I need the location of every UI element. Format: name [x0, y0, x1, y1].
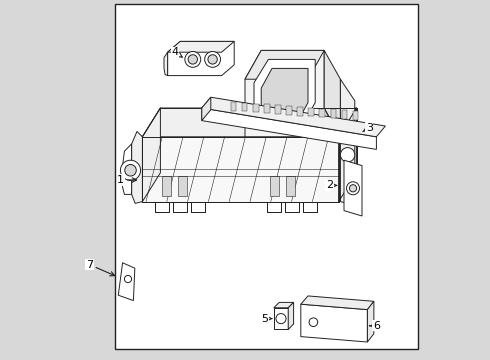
Polygon shape	[143, 108, 357, 137]
Bar	[342, 110, 347, 119]
Polygon shape	[121, 144, 132, 194]
Polygon shape	[202, 97, 386, 137]
Polygon shape	[118, 263, 135, 301]
Bar	[330, 109, 336, 118]
Polygon shape	[301, 296, 374, 310]
Polygon shape	[168, 41, 234, 52]
Polygon shape	[368, 301, 374, 342]
Polygon shape	[324, 50, 341, 137]
Bar	[319, 109, 325, 117]
Polygon shape	[143, 108, 160, 202]
Bar	[231, 102, 236, 111]
Circle shape	[276, 314, 286, 324]
Polygon shape	[288, 302, 294, 329]
Polygon shape	[267, 202, 281, 212]
Circle shape	[349, 185, 357, 192]
Bar	[270, 176, 279, 196]
Polygon shape	[202, 108, 376, 149]
Polygon shape	[202, 97, 211, 121]
Circle shape	[205, 51, 220, 67]
Polygon shape	[143, 137, 339, 202]
Bar	[178, 176, 187, 196]
Text: 7: 7	[86, 260, 115, 276]
Bar	[308, 108, 314, 116]
Polygon shape	[173, 202, 187, 212]
Polygon shape	[339, 108, 357, 202]
Text: 4: 4	[171, 47, 182, 57]
Bar	[264, 104, 270, 113]
Text: 3: 3	[363, 123, 373, 133]
Bar	[116, 4, 418, 349]
Polygon shape	[164, 52, 168, 76]
Bar	[286, 176, 295, 196]
Text: 2: 2	[326, 180, 337, 190]
Polygon shape	[341, 79, 355, 203]
Polygon shape	[301, 304, 368, 342]
Circle shape	[346, 182, 360, 195]
Polygon shape	[274, 302, 294, 308]
Circle shape	[188, 55, 197, 64]
Circle shape	[341, 148, 355, 162]
Bar	[286, 106, 292, 115]
Bar	[353, 111, 359, 120]
Bar	[162, 176, 171, 196]
Polygon shape	[155, 202, 170, 212]
Bar	[297, 107, 303, 116]
Polygon shape	[168, 41, 234, 76]
Circle shape	[309, 318, 318, 327]
Circle shape	[125, 165, 136, 176]
Polygon shape	[274, 308, 288, 329]
Polygon shape	[261, 68, 308, 122]
Bar	[242, 103, 247, 111]
Polygon shape	[191, 202, 205, 212]
Circle shape	[208, 55, 217, 64]
Text: 1: 1	[117, 175, 137, 185]
Bar	[253, 104, 259, 112]
Polygon shape	[245, 50, 339, 137]
Polygon shape	[285, 202, 299, 212]
Polygon shape	[254, 59, 315, 128]
Text: 6: 6	[369, 321, 380, 331]
Bar	[275, 105, 281, 114]
Circle shape	[185, 51, 201, 67]
Polygon shape	[132, 131, 143, 203]
Polygon shape	[303, 202, 317, 212]
Text: 5: 5	[261, 314, 272, 324]
Circle shape	[124, 275, 132, 283]
Circle shape	[121, 160, 141, 180]
Polygon shape	[245, 50, 324, 79]
Polygon shape	[344, 160, 362, 216]
